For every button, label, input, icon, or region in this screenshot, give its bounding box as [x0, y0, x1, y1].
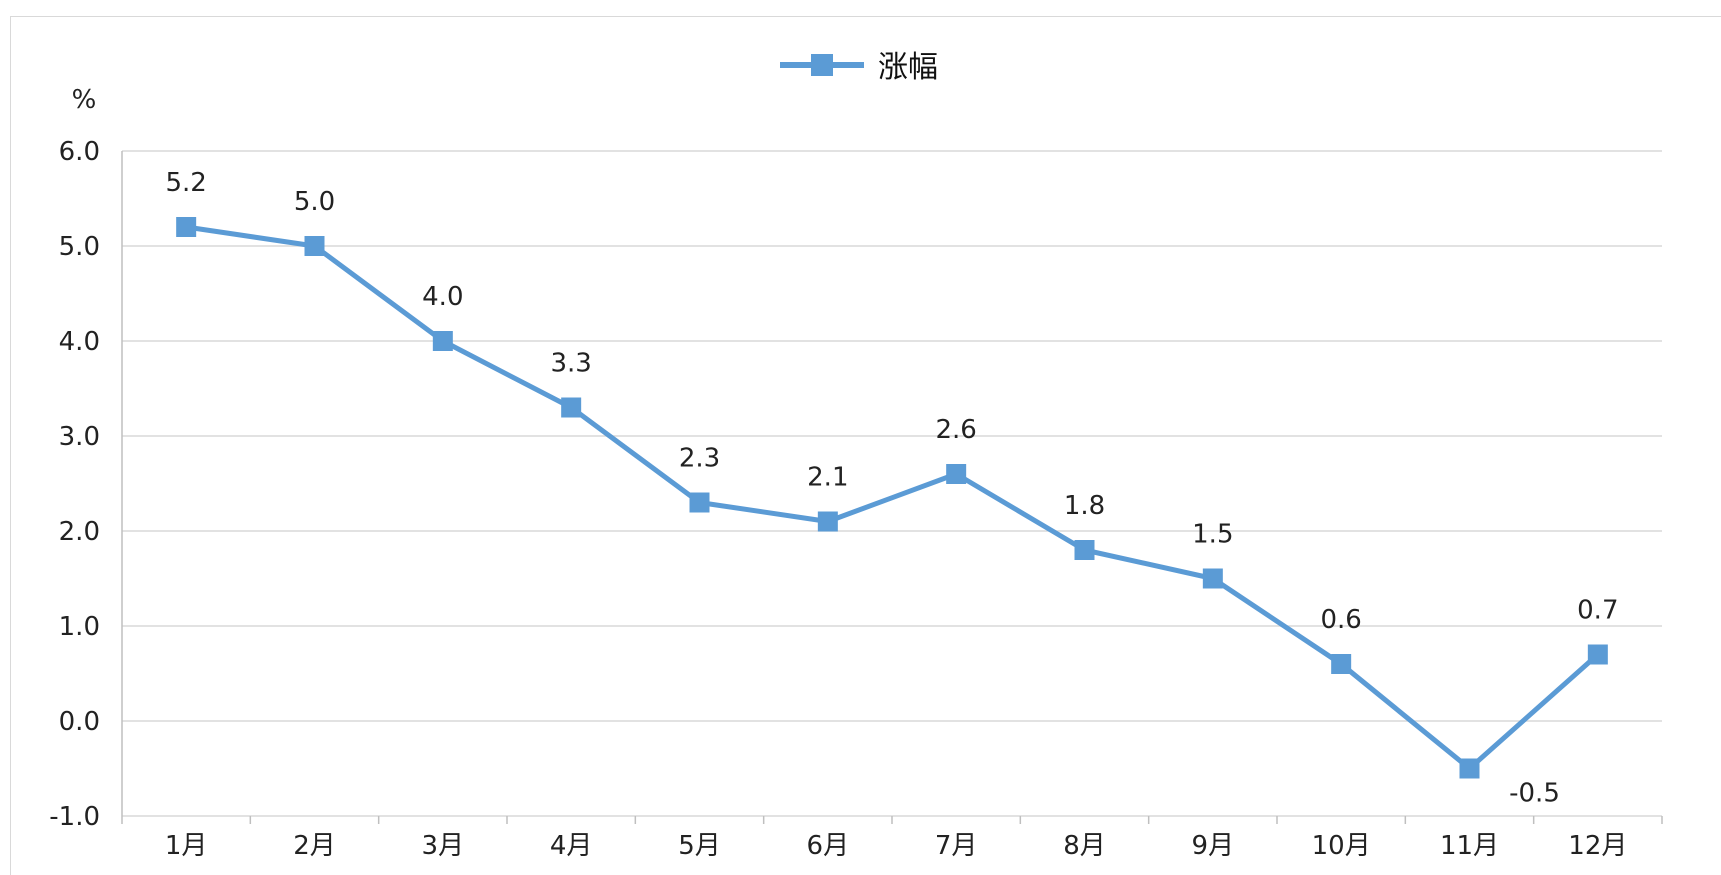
- data-point-marker: [432, 331, 453, 351]
- x-tick-label: 5月: [678, 831, 721, 861]
- series-line: [183, 224, 1601, 771]
- data-label: 0.6: [1320, 605, 1361, 635]
- x-tick-label: 4月: [550, 831, 593, 861]
- data-label: 2.3: [679, 444, 720, 474]
- data-label: 0.7: [1577, 596, 1618, 626]
- data-labels: 5.2 5.0 4.0 3.3 2.3 2.1 2.6 1.8 1.5 0.6 -0.5 0.7: [165, 168, 1618, 809]
- series: [176, 217, 1608, 779]
- data-label: 3.3: [550, 349, 591, 379]
- y-axis-unit: %: [72, 85, 97, 115]
- data-point-marker: [176, 217, 197, 237]
- data-label: 5.0: [294, 187, 335, 217]
- data-label: 1.8: [1064, 491, 1105, 521]
- x-tick-label: 12月: [1568, 831, 1627, 861]
- data-point-marker: [1074, 540, 1095, 560]
- data-label: 1.5: [1192, 520, 1233, 550]
- axes: [121, 151, 1663, 824]
- chart-frame: [10, 16, 1721, 875]
- data-label: 2.1: [807, 463, 848, 493]
- data-label: 5.2: [165, 168, 206, 198]
- x-tick-label: 11月: [1440, 831, 1499, 861]
- x-tick-label: 9月: [1192, 831, 1235, 861]
- y-tick-label: 1.0: [59, 612, 100, 642]
- y-tick-label: 0.0: [59, 707, 100, 737]
- x-tick-label: 7月: [935, 831, 978, 861]
- legend: 涨幅: [780, 50, 938, 85]
- x-tick-label: 2月: [293, 831, 336, 861]
- x-tick-label: 10月: [1312, 831, 1371, 861]
- data-label: 4.0: [422, 282, 463, 312]
- y-tick-label: 3.0: [59, 422, 100, 452]
- data-point-marker: [946, 464, 967, 484]
- x-tick-label: 1月: [165, 831, 208, 861]
- data-label: -0.5: [1509, 779, 1560, 809]
- legend-entry-label: 涨幅: [878, 50, 938, 85]
- y-tick-label: 2.0: [59, 517, 100, 547]
- data-point-marker: [689, 492, 710, 513]
- data-label: 2.6: [935, 415, 976, 445]
- legend-marker-icon: [811, 54, 833, 76]
- data-point-marker: [561, 397, 582, 418]
- x-axis-tick-labels: 1月 2月 3月 4月 5月 6月 7月 8月 9月 10月 11月 12月: [165, 831, 1627, 861]
- data-point-marker: [1459, 758, 1480, 779]
- data-point-marker: [1202, 568, 1223, 589]
- y-tick-label: 5.0: [59, 232, 100, 262]
- x-tick-label: 6月: [807, 831, 850, 861]
- y-axis-tick-labels: 6.0 5.0 4.0 3.0 2.0 1.0 0.0 -1.0: [49, 137, 100, 832]
- data-point-marker: [1331, 654, 1352, 674]
- grid-lines: [122, 150, 1662, 817]
- y-tick-label: -1.0: [49, 802, 100, 832]
- y-tick-label: 6.0: [59, 137, 100, 167]
- data-point-marker: [817, 511, 838, 532]
- x-tick-label: 8月: [1063, 831, 1106, 861]
- data-point-marker: [1587, 644, 1608, 665]
- data-point-marker: [304, 236, 325, 256]
- x-tick-label: 3月: [422, 831, 465, 861]
- y-tick-label: 4.0: [59, 327, 100, 357]
